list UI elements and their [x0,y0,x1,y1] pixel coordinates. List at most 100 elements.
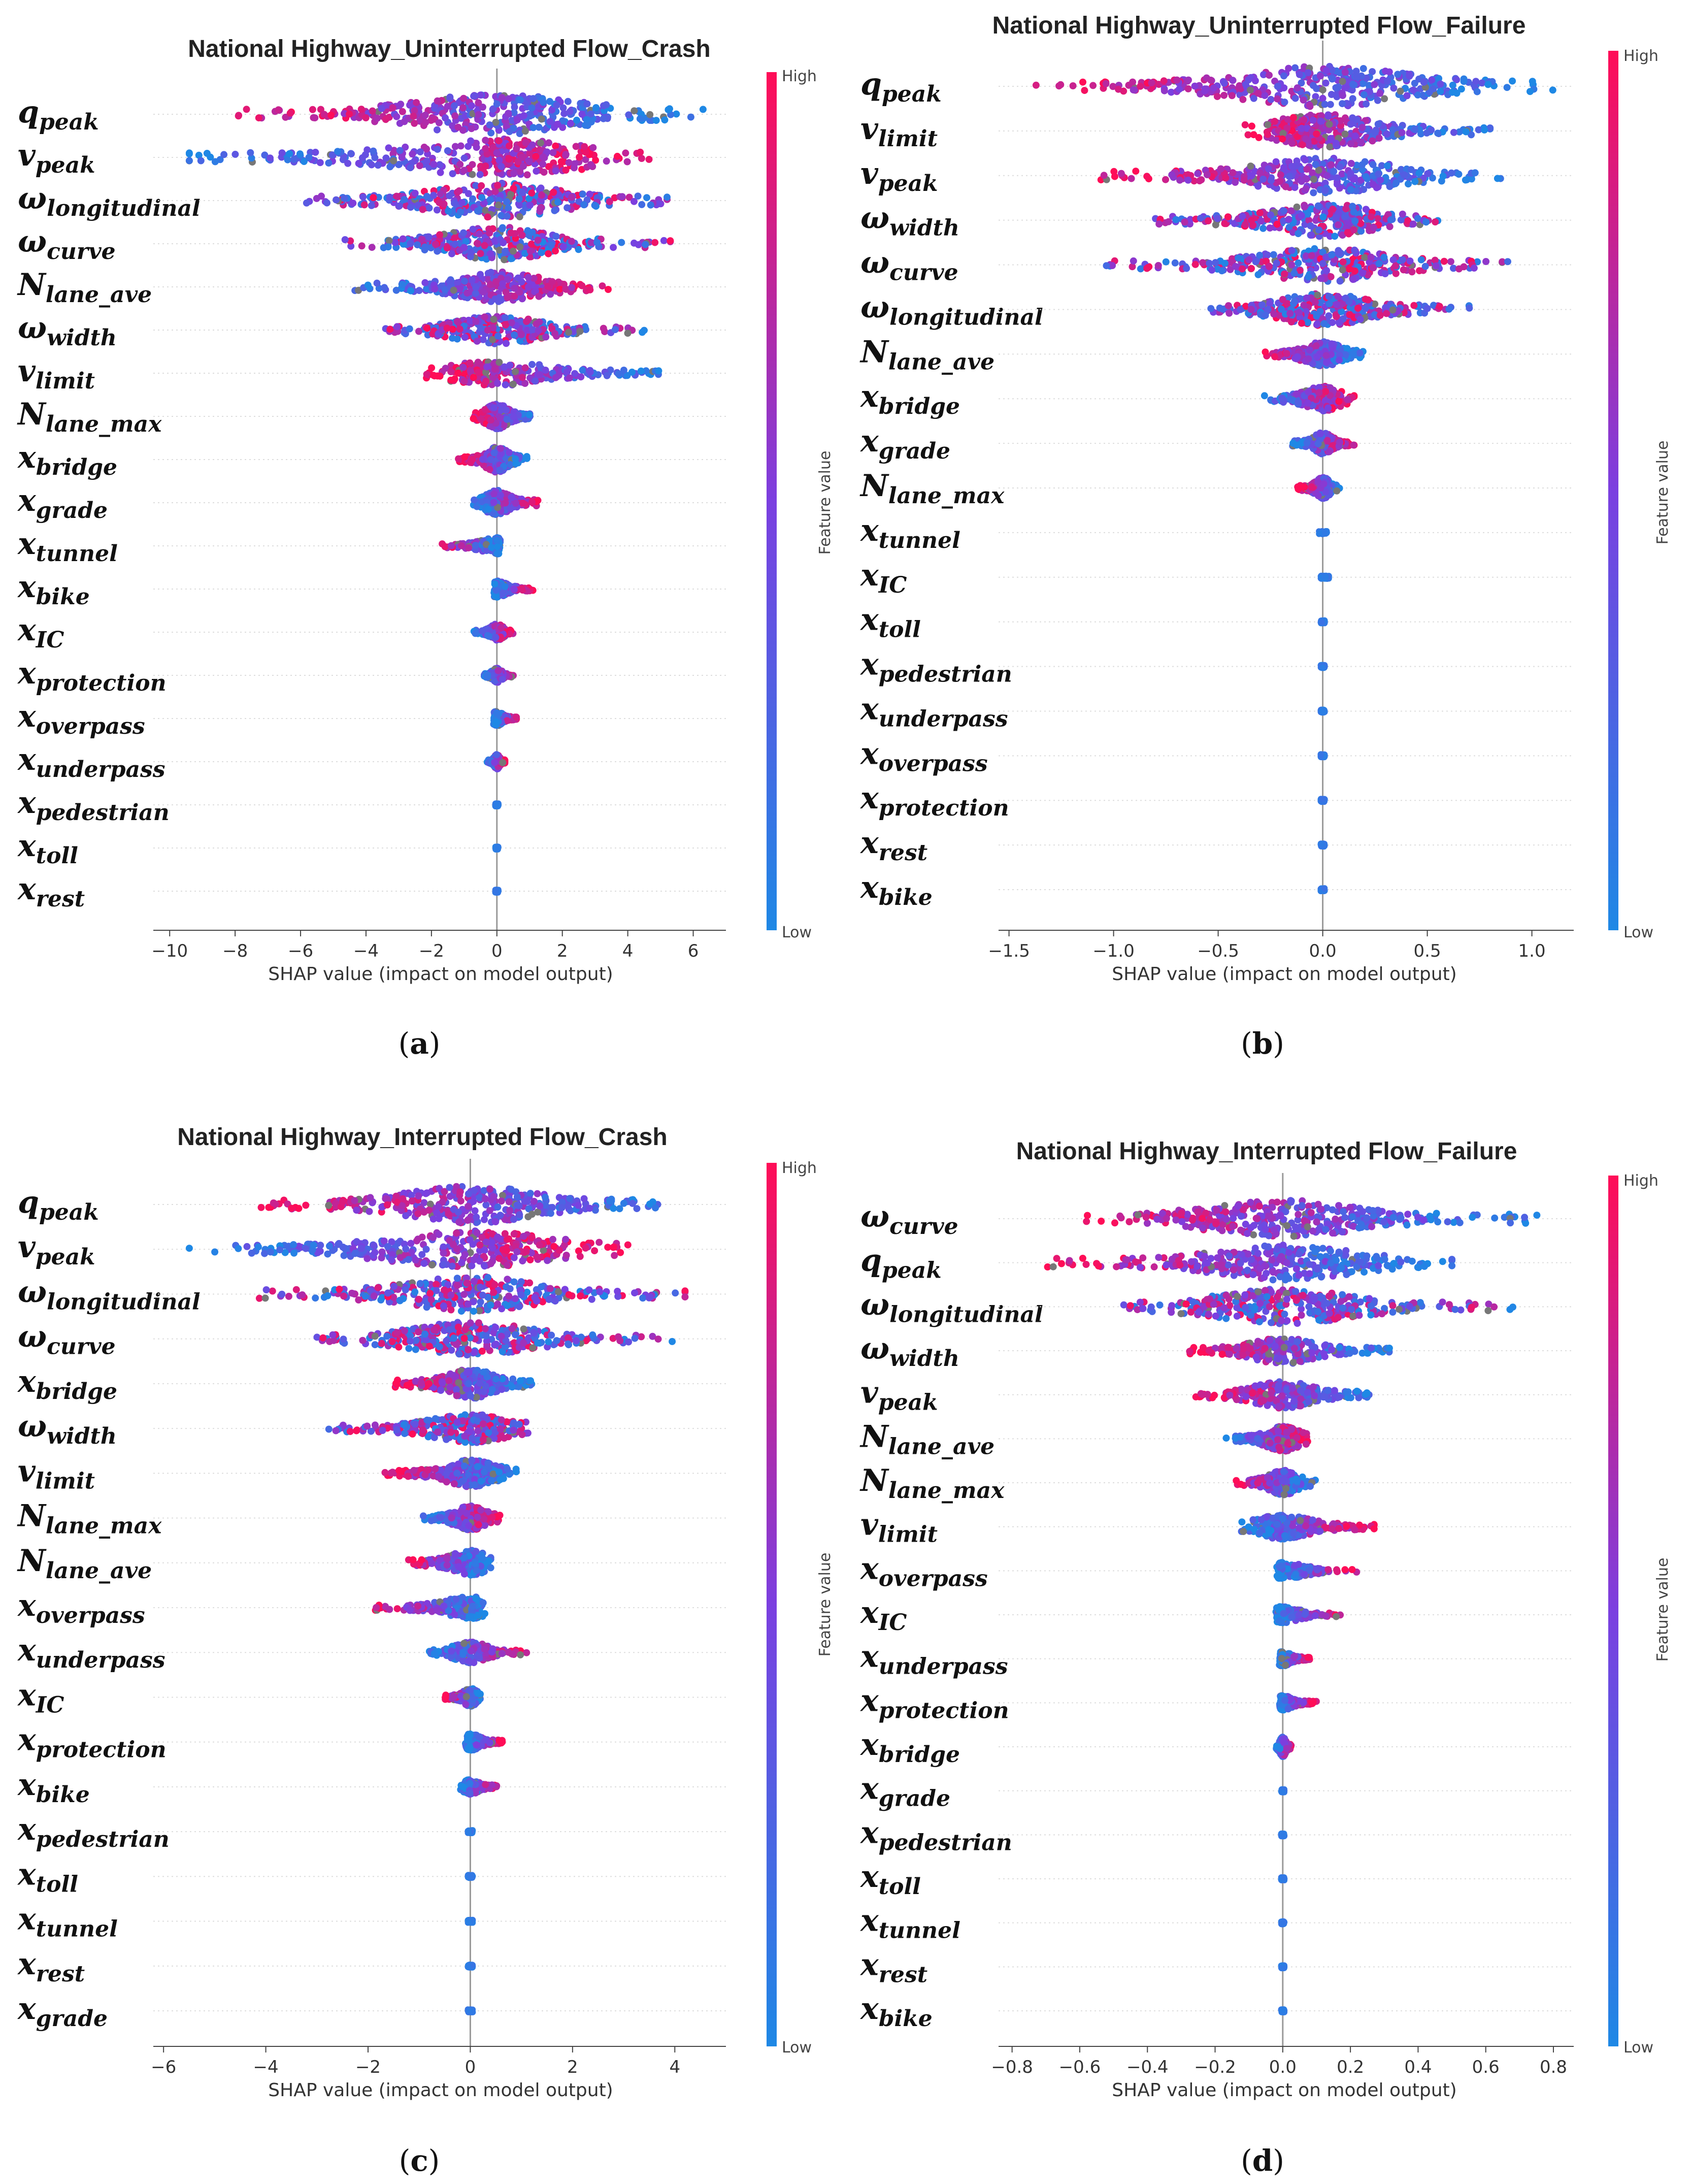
feature-label-subscript: longitudinal [47,195,201,221]
shap-point [505,95,512,103]
shap-point [472,629,480,637]
shap-point [390,157,397,165]
shap-point [373,279,381,287]
shap-point [407,204,414,211]
shap-point [1148,79,1155,87]
shap-point [355,159,362,167]
feature-label: xoverpass [17,699,145,739]
shap-point [467,459,474,466]
shap-point [505,155,513,163]
shap-point [1317,72,1324,80]
shap-point [524,227,532,235]
shap-point [407,164,414,172]
shap-point [493,100,501,108]
shap-point [484,327,491,334]
shap-point [278,149,286,157]
feature-label: Nlane_max [17,397,162,437]
shap-point [489,144,496,151]
shap-point [466,359,474,367]
feature-label-subscript: lane_max [46,411,162,437]
shap-point [436,199,443,207]
shap-point [492,889,499,895]
feature-label-subscript: curve [889,260,958,286]
shap-point [517,96,524,104]
shap-point [1207,76,1215,84]
shap-point [548,278,556,285]
feature-label-symbol: x [859,870,879,905]
shap-point [364,281,372,289]
x-tick-label: −6 [288,941,313,961]
feature-label-symbol: q [18,94,39,130]
shap-point [185,149,193,157]
shap-point [582,148,589,156]
shap-point [442,114,449,122]
shap-point [434,97,441,105]
feature-label-subscript: toll [879,617,921,643]
shap-point [521,127,529,135]
shap-point [421,111,429,119]
shap-point [493,709,501,717]
shap-point [395,161,403,169]
panel-a-colorbar-gradient [767,72,777,930]
shap-point [542,333,550,341]
shap-point [469,161,476,169]
shap-point [499,94,506,102]
shap-point [1176,85,1183,93]
shap-point [643,194,650,202]
feature-label-subscript: bike [879,885,933,910]
shap-point [503,122,510,130]
shap-point [494,380,501,387]
shap-point [482,137,489,144]
shap-point [493,751,501,759]
shap-point [1281,99,1288,106]
shap-point [499,675,506,683]
shap-point [484,671,491,679]
shap-point [1360,91,1368,99]
shap-point [519,500,527,507]
shap-point [587,161,594,169]
feature-label-symbol: x [859,780,879,816]
shap-point [528,361,536,368]
shap-point [571,160,578,168]
shap-point [1229,77,1237,84]
feature-label-symbol: v [860,111,879,147]
shap-point [445,207,452,215]
shap-point [368,244,376,251]
shap-point [1242,81,1249,88]
shap-point [510,170,518,177]
shap-point [413,99,420,106]
shap-point [284,156,291,164]
shap-point [500,239,507,247]
feature-label: ωlongitudinal [18,181,201,221]
shap-point [568,238,575,245]
feature-label-symbol: x [859,423,879,459]
shap-point [1359,65,1367,72]
shap-point [1352,73,1359,80]
shap-point [635,241,642,248]
shap-point [1371,81,1378,88]
shap-point [1115,85,1122,93]
shap-point [431,285,439,292]
shap-point [532,377,539,385]
shap-point [423,145,430,153]
shap-point [359,154,366,161]
shap-point [243,106,250,113]
feature-label-subscript: underpass [879,706,1008,732]
shap-point [1339,92,1346,100]
shap-point [436,231,444,239]
feature-label-subscript: width [47,325,117,351]
shap-point [487,456,494,463]
shap-point [255,114,262,122]
shap-point [510,585,518,593]
shap-point [497,212,505,219]
shap-point [522,139,529,147]
shap-point [1306,102,1313,109]
shap-point [411,119,418,127]
shap-point [1291,64,1299,72]
shap-point [494,182,502,189]
shap-point [537,205,544,212]
feature-label-symbol: v [18,138,36,173]
shap-point [328,151,336,159]
shap-point [637,148,644,156]
shap-point [552,142,559,150]
